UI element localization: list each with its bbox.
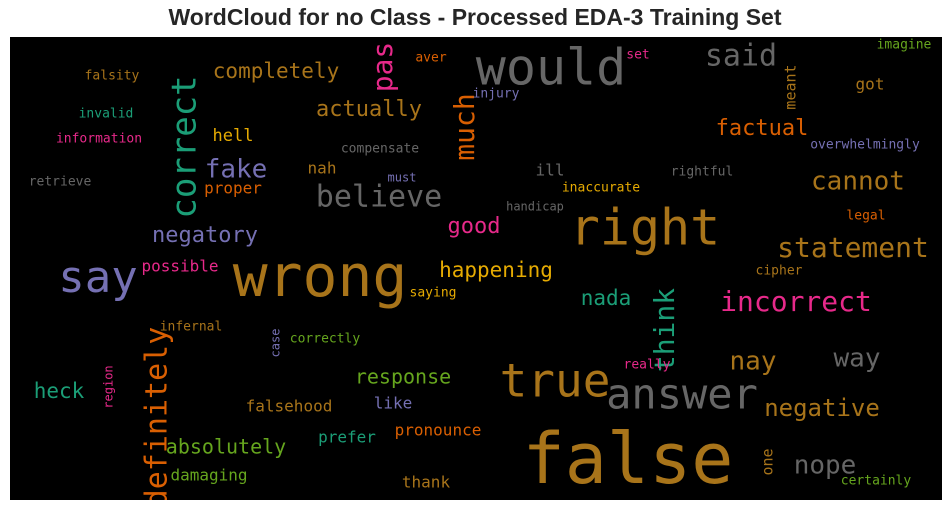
word-definitely: definitely [140,327,175,500]
word-completely: completely [213,59,339,83]
word-response: response [355,365,451,389]
word-fake: fake [205,155,268,185]
wordcloud-canvas: false wrong right would true say answer correct… [10,37,942,500]
word-imagine: imagine [877,38,932,53]
word-case: case [269,329,283,358]
word-right: right [570,199,721,257]
word-say: say [58,252,137,303]
word-overwhelmingly: overwhelmingly [810,138,920,153]
chart-title: WordCloud for no Class - Processed EDA-3… [168,4,782,30]
word-good: good [448,214,501,239]
word-hell: hell [213,126,254,146]
word-true: true [500,354,611,408]
wordcloud-svg: false wrong right would true say answer correct… [10,37,942,500]
word-think: think [648,288,681,372]
word-falsity: falsity [85,69,140,84]
word-wrong: wrong [233,242,408,310]
word-happening: happening [439,258,553,282]
word-statement: statement [777,231,929,264]
word-thank: thank [402,473,451,492]
word-got: got [856,75,885,94]
word-answer: answer [606,370,758,419]
word-much: much [448,93,481,160]
word-one: one [759,448,777,475]
word-nope: nope [794,451,857,481]
word-rightful: rightful [671,165,734,180]
word-said: said [705,39,777,74]
word-retrieve: retrieve [29,175,92,190]
word-compensate: compensate [341,142,419,157]
word-believe: believe [316,180,442,215]
word-actually: actually [316,97,422,122]
word-inaccurate: inaccurate [562,181,640,196]
word-invalid: invalid [79,107,134,122]
word-must: must [388,171,417,185]
word-nada: nada [581,286,632,310]
word-negative: negative [764,394,880,422]
word-injury: injury [473,87,520,102]
word-heck: heck [34,379,85,403]
word-negatory: negatory [152,223,258,248]
word-factual: factual [716,116,809,141]
word-correctly: correctly [290,332,361,347]
word-infernal: infernal [160,320,223,335]
word-ill: ill [536,161,565,180]
word-falsehood: falsehood [246,397,333,416]
word-aver: aver [415,51,446,66]
word-incorrect: incorrect [720,285,872,318]
word-handicap: handicap [506,200,564,214]
word-cipher: cipher [756,264,803,279]
word-meant: meant [782,64,800,109]
word-pas: pas [366,42,399,93]
word-nah: nah [308,159,337,178]
word-pronounce: pronounce [395,421,482,440]
word-nay: nay [730,347,777,377]
word-region: region [102,365,116,408]
word-would: would [476,39,627,97]
word-possible: possible [141,257,218,276]
word-certainly: certainly [841,474,912,489]
word-correct: correct [165,75,205,218]
word-legal: legal [846,209,885,224]
word-damaging: damaging [170,466,247,485]
word-like: like [374,394,413,413]
word-saying: saying [410,286,457,301]
word-cannot: cannot [811,167,905,197]
word-way: way [834,344,881,374]
word-really: really [624,358,671,373]
word-set: set [626,48,649,63]
word-prefer: prefer [318,428,376,447]
word-proper: proper [204,179,262,198]
word-information: information [56,132,142,147]
word-false: false [523,418,734,500]
word-absolutely: absolutely [166,435,286,459]
